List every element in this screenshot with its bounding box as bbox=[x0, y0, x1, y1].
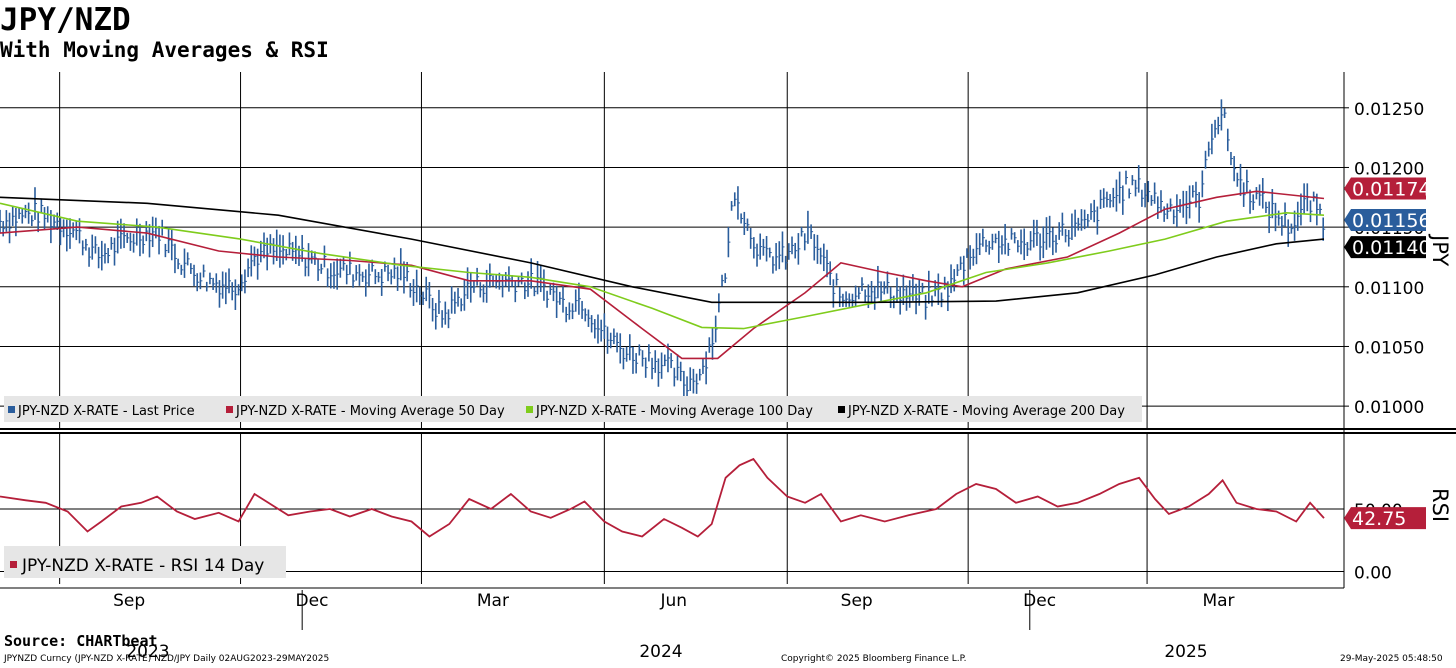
legend-label: JPY-NZD X-RATE - Moving Average 200 Day bbox=[847, 404, 1125, 419]
x-month-label: Dec bbox=[1023, 591, 1056, 611]
value-label: 0.01174 bbox=[1352, 178, 1431, 200]
legend-label: JPY-NZD X-RATE - Last Price bbox=[17, 404, 195, 419]
legend-swatch bbox=[226, 406, 233, 413]
value-label: 0.01156 bbox=[1352, 210, 1431, 232]
value-label-bg bbox=[1344, 507, 1426, 530]
legend-swatch bbox=[838, 406, 845, 413]
axes: 0.012500.012000.011500.011000.010500.010… bbox=[0, 72, 1456, 662]
x-month-label: Mar bbox=[477, 591, 509, 611]
x-month-label: Mar bbox=[1202, 591, 1234, 611]
value-label-bg bbox=[1344, 236, 1426, 259]
series-line-rsi bbox=[0, 457, 1325, 538]
y-tick-label: 0.01250 bbox=[1354, 100, 1424, 120]
rsi-panel bbox=[0, 457, 1325, 538]
legend-rsi: JPY-NZD X-RATE - RSI 14 Day bbox=[4, 546, 286, 578]
x-month-label: Dec bbox=[296, 591, 329, 611]
value-label-bg bbox=[1344, 208, 1426, 231]
value-labels: 0.01174 0.01156 0.01140 42.75 bbox=[1344, 177, 1431, 530]
x-year-label: 2023 bbox=[126, 642, 169, 662]
rsi-value-label: 42.75 bbox=[1352, 508, 1406, 530]
chart-title: JPY/NZD bbox=[0, 2, 131, 38]
series-line-ma200 bbox=[0, 196, 1325, 304]
source-note: Source: CHARTbeat bbox=[4, 632, 158, 650]
y-axis-title: JPY bbox=[1428, 233, 1452, 266]
ticker-info: JPYNZD Curncy (JPY-NZD X-RATE) NZD/JPY D… bbox=[4, 654, 330, 664]
x-month-label: Jun bbox=[660, 591, 688, 611]
legend-rsi-bg bbox=[4, 546, 286, 578]
y-tick-label: 0.01050 bbox=[1354, 338, 1424, 358]
legend-label: JPY-NZD X-RATE - Moving Average 50 Day bbox=[235, 404, 505, 419]
series-line-ma50 bbox=[0, 190, 1325, 360]
y-tick-label: 0.01000 bbox=[1354, 398, 1424, 418]
chart-subtitle: With Moving Averages & RSI bbox=[0, 38, 329, 62]
grid-lines bbox=[0, 72, 1344, 584]
legend-swatch bbox=[10, 561, 17, 568]
y-tick-label: 0.01200 bbox=[1354, 159, 1424, 179]
copyright-note: Copyright© 2025 Bloomberg Finance L.P. bbox=[781, 654, 967, 664]
timestamp: 29-May-2025 05:48:50 bbox=[1340, 654, 1443, 664]
rsi-axis-title: RSI bbox=[1428, 488, 1452, 522]
rsi-tick-label: 0.00 bbox=[1354, 564, 1392, 584]
value-label: 0.01140 bbox=[1352, 237, 1431, 259]
moving-average-lines bbox=[0, 190, 1325, 360]
series-line-ma100 bbox=[0, 202, 1325, 330]
legend-main-bg bbox=[4, 396, 1142, 422]
legend-label: JPY-NZD X-RATE - RSI 14 Day bbox=[21, 556, 264, 576]
legend-swatch bbox=[526, 406, 533, 413]
legend-label: JPY-NZD X-RATE - Moving Average 100 Day bbox=[535, 404, 813, 419]
x-month-label: Sep bbox=[113, 591, 145, 611]
legend-swatch bbox=[8, 406, 15, 413]
x-year-label: 2024 bbox=[639, 642, 682, 662]
y-tick-label: 0.01100 bbox=[1354, 279, 1424, 299]
x-year-label: 2025 bbox=[1164, 642, 1207, 662]
x-month-label: Sep bbox=[841, 591, 873, 611]
price-bars bbox=[0, 99, 1326, 405]
legend-main: JPY-NZD X-RATE - Last Price JPY-NZD X-RAT… bbox=[4, 396, 1142, 422]
value-label-bg bbox=[1344, 177, 1426, 200]
